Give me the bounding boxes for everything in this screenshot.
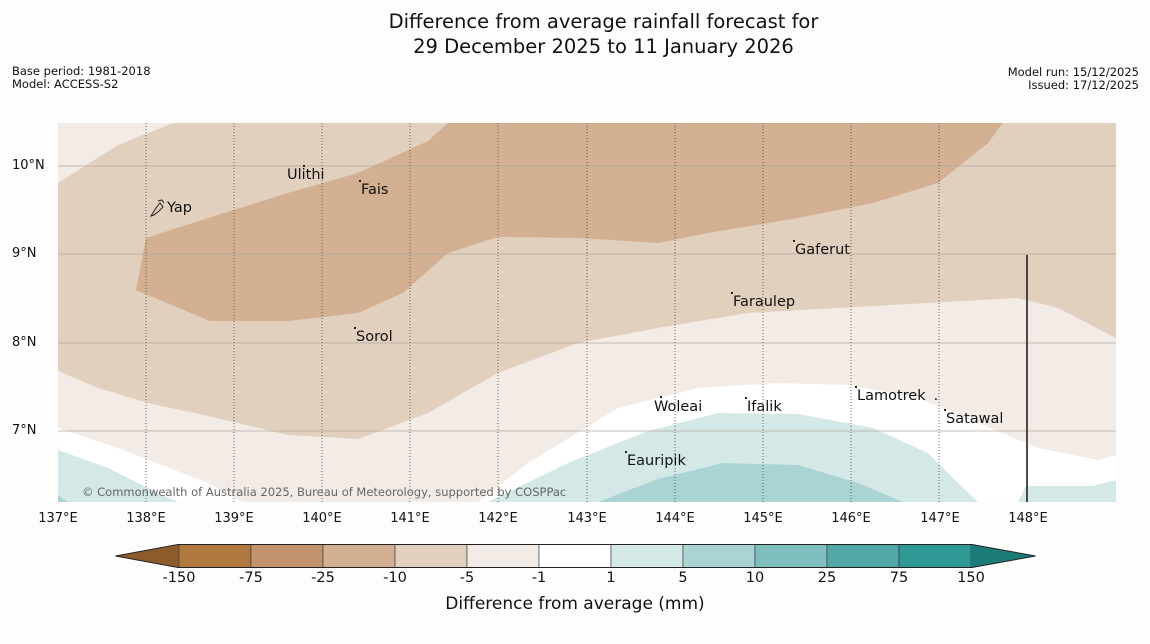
colorbar-title: Difference from average (mm)	[445, 594, 705, 614]
title-line-2: 29 December 2025 to 11 January 2026	[413, 35, 794, 58]
colorbar-tick-75: 75	[889, 570, 909, 586]
colorbar-segment	[394, 544, 468, 568]
lon-label-144e: 144°E	[655, 511, 695, 526]
colorbar-segment	[178, 544, 252, 568]
lat-label-10n: 10°N	[12, 158, 45, 173]
model-label: Model: ACCESS-S2	[12, 77, 119, 91]
contour-minus-25-to-minus-10	[136, 123, 1003, 321]
contour-minus-5-to-minus-1	[58, 123, 173, 183]
place-ulithi: Ulithi	[287, 165, 325, 183]
colorbar-tick-minus-1: -1	[531, 570, 547, 586]
lon-label-142e: 142°E	[478, 511, 518, 526]
colorbar-tick-10: 10	[745, 570, 765, 586]
colorbar-tick-minus-10: -10	[383, 570, 407, 586]
lon-label-146e: 146°E	[831, 511, 871, 526]
colorbar-extend-low	[115, 544, 179, 568]
place-eauripik: Eauripik	[625, 451, 686, 469]
meta-left: Base period: 1981-2018 Model: ACCESS-S2	[12, 65, 151, 91]
place-woleai: Woleai	[654, 396, 702, 415]
lon-label-138e: 138°E	[126, 511, 166, 526]
colorbar-tick-minus-25: -25	[311, 570, 335, 586]
colorbar-segment	[610, 544, 684, 568]
model-run-label: Model run: 15/12/2025	[1007, 65, 1139, 79]
colorbar-segment	[322, 544, 396, 568]
map-contours	[58, 123, 1116, 502]
colorbar-tick-150: 150	[957, 570, 985, 586]
contour-1-to-5	[58, 450, 178, 502]
contour-1-to-5-east	[1018, 480, 1116, 502]
colorbar-tick-5: 5	[678, 570, 688, 586]
lon-label-147e: 147°E	[920, 511, 960, 526]
colorbar-segment	[538, 544, 612, 568]
colorbar-segment	[682, 544, 756, 568]
lon-label-148e: 148°E	[1008, 511, 1048, 526]
place-gaferut: Gaferut	[793, 240, 850, 258]
chart-title: Difference from average rainfall forecas…	[0, 9, 1150, 59]
colorbar-segment	[466, 544, 540, 568]
colorbar-segment	[826, 544, 900, 568]
place-faraulep: Faraulep	[731, 292, 796, 310]
place-sorol: Sorol	[354, 327, 393, 345]
lon-label-143e: 143°E	[567, 511, 607, 526]
lat-label-8n: 8°N	[12, 335, 37, 350]
lon-gridlines	[145, 123, 940, 502]
issued-label: Issued: 17/12/2025	[1028, 78, 1139, 92]
place-lamotrek: Lamotrek.	[855, 386, 939, 404]
place-satawal: Satawal	[944, 409, 1004, 427]
colorbar-segments	[115, 544, 1036, 568]
place-fais: Fais	[359, 180, 389, 198]
base-period-label: Base period: 1981-2018	[12, 64, 151, 78]
contour-1-to-5-centre	[488, 413, 978, 502]
title-line-1: Difference from average rainfall forecas…	[388, 10, 819, 33]
copyright-notice: © Commonwealth of Australia 2025, Bureau…	[82, 485, 567, 499]
place-yap: Yap	[167, 200, 192, 216]
lon-label-140e: 140°E	[302, 511, 342, 526]
colorbar-segment	[754, 544, 828, 568]
contour-5-to-10-west	[58, 495, 68, 502]
lon-label-141e: 141°E	[390, 511, 430, 526]
colorbar-tick-minus-75: -75	[239, 570, 263, 586]
colorbar	[115, 544, 1036, 568]
colorbar-tick-1: 1	[606, 570, 616, 586]
contour-5-to-10	[598, 463, 903, 502]
meta-right: Model run: 15/12/2025 Issued: 17/12/2025	[1008, 66, 1139, 92]
lon-label-145e: 145°E	[743, 511, 783, 526]
colorbar-tick-minus-150: -150	[162, 570, 196, 586]
lat-label-7n: 7°N	[12, 423, 37, 438]
lon-label-139e: 139°E	[214, 511, 254, 526]
place-ifalik: Ifalik	[745, 397, 782, 415]
colorbar-extend-high	[971, 544, 1036, 568]
lon-label-137e: 137°E	[38, 511, 78, 526]
colorbar-tick-minus-5: -5	[459, 570, 475, 586]
colorbar-segment	[250, 544, 324, 568]
colorbar-tick-25: 25	[817, 570, 837, 586]
rainfall-map: Ulithi Fais Yap Gaferut Faraulep Sorol L…	[58, 123, 1116, 502]
lat-label-9n: 9°N	[12, 246, 37, 261]
colorbar-segment	[898, 544, 972, 568]
yap-island-shape	[149, 199, 165, 217]
